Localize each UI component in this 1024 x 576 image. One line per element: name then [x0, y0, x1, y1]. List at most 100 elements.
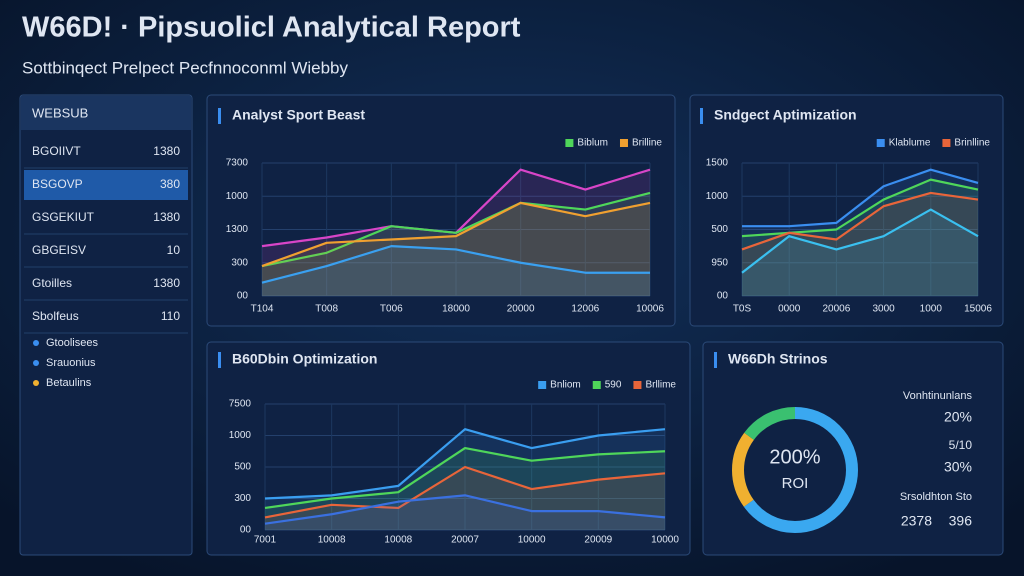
series-area [265, 495, 665, 530]
legend-swatch [876, 139, 885, 147]
x-tick-label: 20006 [822, 304, 850, 315]
series-area [265, 467, 665, 530]
sidebar-row-label: Sbolfeus [32, 309, 79, 323]
sidebar-list: BGOIIVT 1380 BSGOVP 380 GSGEKIUT 1380 GBGEISV 1… [24, 144, 188, 389]
series-line [741, 208, 979, 274]
donut-center-value: 200% [769, 446, 820, 468]
panel-title: Analyst Sport Beast [232, 107, 365, 123]
roi-annotation: Srsoldhton Sto [900, 491, 972, 503]
sidebar-row-label: GSGEKIUT [32, 210, 95, 224]
x-tick-label: 3000 [872, 304, 895, 315]
series-line [264, 494, 666, 525]
series-area [742, 209, 978, 296]
series-line [261, 191, 651, 268]
series-line [264, 447, 666, 510]
x-tick-label: 20000 [507, 304, 535, 315]
series-line [741, 191, 979, 251]
legend-label: Brllime [645, 380, 676, 391]
panel [689, 94, 1004, 327]
series-line [264, 465, 666, 519]
series-line [261, 245, 650, 284]
sidebar-item: Gtoolisees [46, 337, 98, 349]
x-tick-label: 10006 [636, 304, 664, 315]
x-tick-label: 0000 [778, 304, 801, 315]
x-tick-label: 10000 [651, 535, 679, 546]
sidebar-row-selected [24, 170, 188, 200]
series-line [261, 201, 651, 268]
sidebar-item: Betaulins [46, 377, 92, 389]
sidebar [19, 94, 193, 556]
donut-center-label: ROI [782, 475, 809, 492]
roi-annotation: 5/10 [949, 438, 973, 452]
legend-swatch [619, 139, 628, 147]
roi-annotation: Vonhtinunlans [903, 390, 973, 402]
series-line [742, 168, 979, 228]
x-tick-label: 10008 [384, 535, 412, 546]
y-tick-label: 00 [717, 291, 729, 302]
series-line [264, 428, 666, 500]
series-area [742, 192, 978, 296]
legend-swatch [538, 381, 547, 389]
page-title: W66D! · Pipsuolicl Analytical Report [22, 12, 521, 44]
x-tick-label: 20007 [451, 535, 479, 546]
x-tick-label: 15006 [964, 304, 992, 315]
sidebar-row-value: 10 [167, 243, 181, 257]
sidebar-row-label: GBGEISV [32, 243, 86, 257]
sidebar-row-value: 380 [160, 177, 180, 191]
title-accent [700, 108, 703, 124]
sidebar-row-label: Gtoilles [32, 276, 72, 290]
series-area [262, 246, 650, 296]
x-tick-label: 18000 [442, 304, 470, 315]
y-tick-label: 00 [240, 525, 252, 536]
title-accent [218, 352, 221, 368]
sidebar-row-value: 1380 [153, 210, 180, 224]
legend-swatch [565, 139, 574, 147]
roi-annotation: 396 [949, 513, 973, 529]
sidebar-row-value: 1380 [153, 276, 180, 290]
x-tick-label: T008 [315, 304, 338, 315]
y-tick-label: 500 [711, 224, 728, 235]
series-line [741, 178, 979, 238]
x-tick-label: T006 [380, 304, 403, 315]
panel-title: B60Dbin Optimization [232, 351, 377, 367]
panel [206, 341, 691, 556]
x-tick-label: 12006 [571, 304, 599, 315]
legend-label: Biblum [577, 138, 608, 149]
y-tick-label: 1500 [706, 158, 729, 169]
y-tick-label: 500 [234, 462, 251, 473]
page-subtitle: Sottbinqect Prelpect Pecfnnoconml Wiebby [22, 58, 349, 77]
y-tick-label: 1300 [226, 224, 249, 235]
series-area [742, 179, 978, 296]
x-tick-label: 7001 [254, 535, 277, 546]
y-tick-label: 300 [234, 493, 251, 504]
donut-segment [732, 407, 858, 533]
legend-swatch [592, 381, 601, 389]
y-tick-label: 1000 [706, 191, 729, 202]
roi-annotation: 30% [944, 459, 972, 475]
legend-label: Bnliom [550, 380, 581, 391]
legend-label: Klablume [889, 138, 931, 149]
roi-annotation: 2378 [901, 513, 932, 529]
panel-title: W66Dh Strinos [728, 351, 828, 367]
sidebar-row-label: BSGOVP [32, 177, 83, 191]
sidebar-row-value: 1380 [153, 144, 180, 158]
y-tick-label: 1000 [226, 191, 249, 202]
legend-label: 590 [605, 380, 622, 391]
y-tick-label: 7300 [226, 158, 249, 169]
title-accent [714, 352, 717, 368]
charts: Analyst Sport Beast 00 300 1300 1000 7300 T104… [218, 107, 992, 546]
legend-swatch [633, 381, 642, 389]
series-area [265, 429, 665, 530]
sidebar-item: Srauonius [46, 357, 96, 369]
y-tick-label: 300 [231, 257, 248, 268]
series-area [742, 169, 978, 296]
x-tick-label: 1000 [920, 304, 943, 315]
y-tick-label: 7500 [229, 399, 252, 410]
legend-label: Brilline [632, 138, 662, 149]
series-area [265, 448, 665, 530]
x-tick-label: 20009 [584, 535, 612, 546]
legend-label: Brinlline [954, 138, 990, 149]
sidebar-header [21, 96, 191, 130]
x-tick-label: 10000 [518, 535, 546, 546]
